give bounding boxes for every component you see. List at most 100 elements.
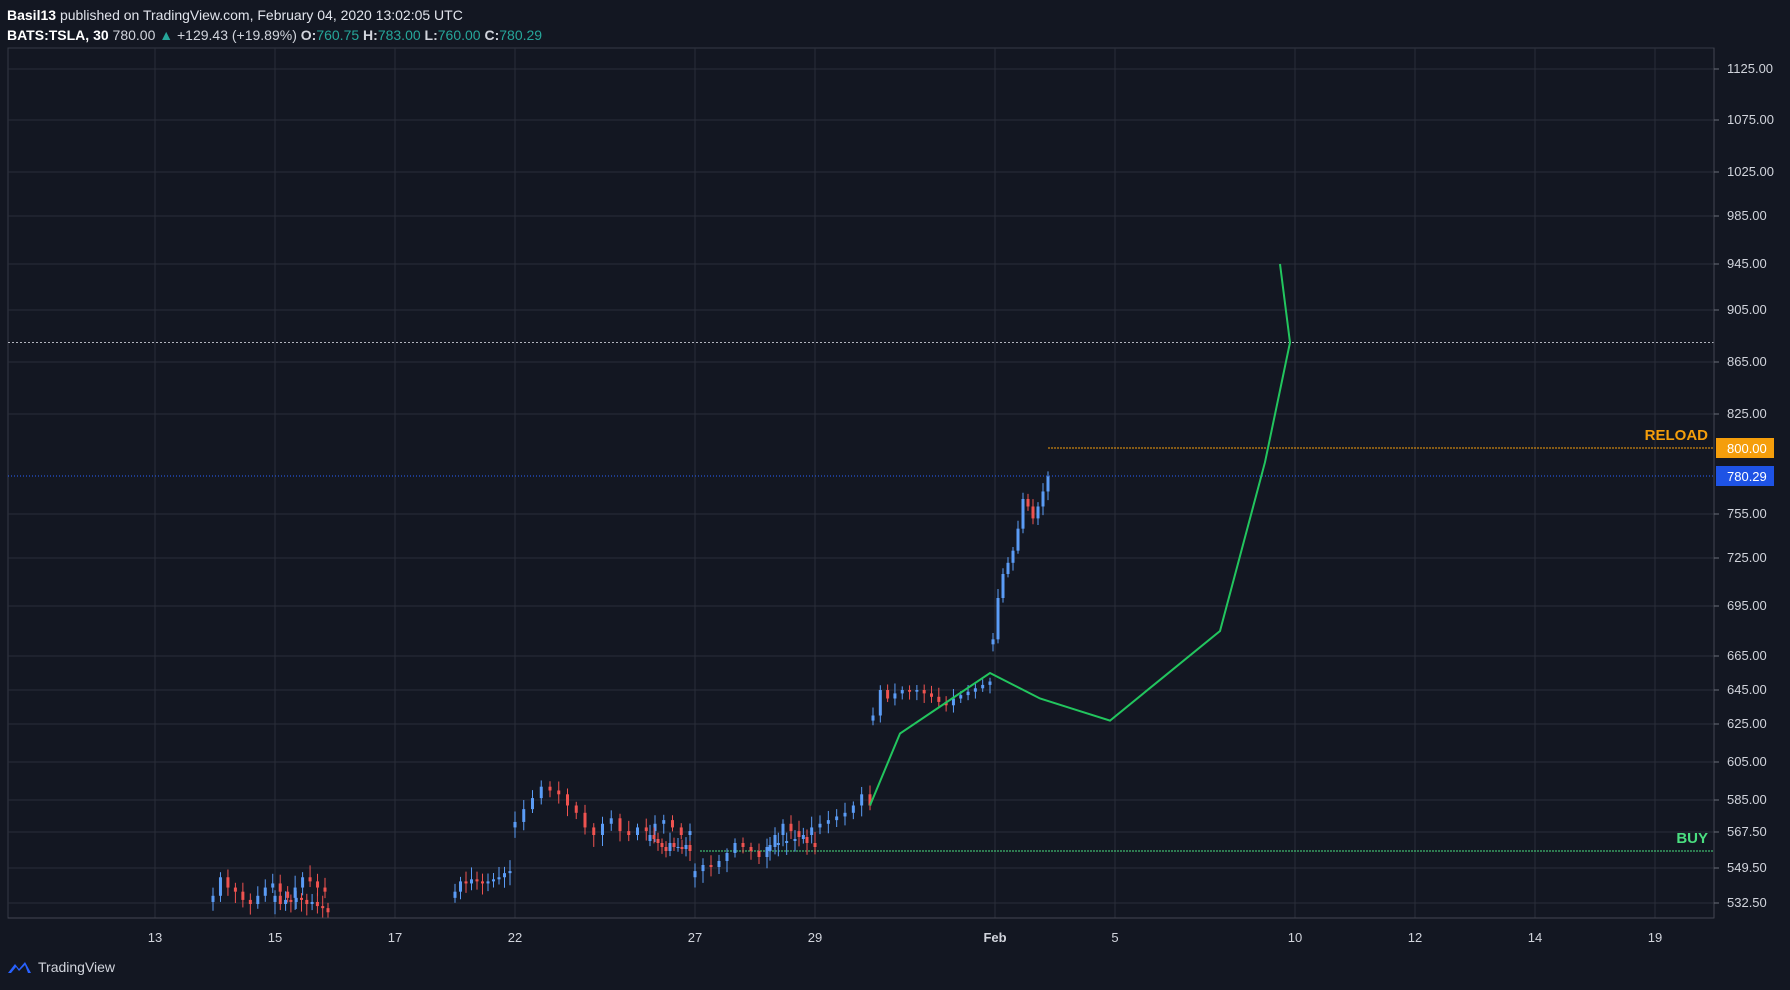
candle-body [256,895,260,905]
chart-grid [7,47,1715,919]
candle-body [531,798,534,810]
candle-body [886,690,890,699]
candle-body [248,899,252,905]
author-name[interactable]: Basil13 [7,7,57,23]
candle-body [310,901,314,905]
symbol-label[interactable]: BATS:TSLA, 30 [7,27,109,43]
close-value: 780.29 [499,27,543,43]
candle-body [810,827,814,835]
candle-body [481,881,484,884]
candle-body [618,818,622,832]
high-value: 783.00 [377,27,421,43]
candle-body [768,845,772,851]
candle-body [959,695,963,699]
candle-body [785,841,789,843]
candle-body [263,887,267,896]
brand-name: TradingView [38,959,116,975]
candle-body [323,887,327,892]
candle-body [813,843,817,847]
x-tick-label: 27 [688,930,702,945]
candle-body [211,895,215,902]
candle-body [609,818,613,824]
x-tick-label: Feb [983,930,1006,945]
y-tick-label: 755.00 [1727,506,1767,521]
candle-body [656,839,660,843]
y-tick-label: 985.00 [1727,208,1767,223]
candle-body [627,831,631,835]
candle-body [326,908,330,913]
candle-body [486,881,490,884]
candle-body [951,698,955,706]
last-price-label: 780.29 [1727,469,1767,484]
candle-body [278,883,282,892]
chart-header: Basil13 published on TradingView.com, Fe… [7,5,542,45]
candle-body [644,827,648,832]
candle-body [284,899,288,905]
candle-body [1021,498,1025,529]
candle-body [475,879,479,882]
x-tick-label: 14 [1528,930,1542,945]
candle-body [294,897,298,902]
candle-body [459,881,462,892]
candle-body [801,835,805,839]
last-price: 780.00 [112,27,156,43]
candle-body [991,639,995,645]
candle-body [1011,550,1015,563]
candle-body [709,865,713,867]
candle-body [741,843,745,847]
candle-body [878,690,882,716]
y-tick-label: 695.00 [1727,598,1767,613]
candle-body [278,895,282,905]
close-label: C: [484,27,500,43]
candle-body [843,812,847,817]
up-arrow-icon: ▲ [159,27,174,43]
candle-body [574,805,578,813]
candle-body [688,831,692,835]
y-tick-label: 645.00 [1727,682,1767,697]
candle-body [1026,498,1030,507]
candle-body [871,715,875,721]
candle-body [241,891,245,900]
candle-body [981,684,985,689]
last-price-tag [1716,466,1774,486]
candle-body [851,805,855,813]
y-tick-label: 567.50 [1727,824,1767,839]
x-tick-label: 22 [508,930,522,945]
x-tick-label: 10 [1288,930,1302,945]
x-tick-label: 29 [808,930,822,945]
candle-body [648,835,652,841]
y-tick-label: 1125.00 [1727,61,1773,76]
candle-body [492,879,495,882]
candle-body [818,823,822,828]
candle-body [679,827,683,835]
cloud-logo-icon [8,962,31,973]
high-label: H: [363,27,378,43]
publish-info: Basil13 published on TradingView.com, Fe… [7,5,542,25]
candle-body [725,853,729,861]
candle-body [636,827,639,835]
candle-body [497,877,501,880]
candle-body [508,871,512,874]
price-axis[interactable]: 1125.00 1075.00 1025.00 985.00 945.00 905.00 8… [1713,48,1774,918]
candle-body [652,835,656,839]
candle-body [453,891,457,898]
time-axis[interactable]: 13 15 17 22 27 29 Feb 5 10 12 14 19 [8,917,1714,945]
candle-body [1016,528,1020,551]
candle-body [566,794,569,806]
projection-curve [869,263,1292,806]
low-label: L: [424,27,438,43]
y-tick-label: 865.00 [1727,354,1767,369]
candle-body [930,693,933,697]
candle-body [271,883,275,888]
candle-body [1031,506,1035,519]
candle-body [273,895,277,902]
tradingview-logo[interactable]: TradingView [6,959,115,975]
y-tick-label: 625.00 [1727,716,1767,731]
candle-body [776,843,780,845]
candle-body [671,820,674,828]
candle-body [733,843,737,853]
x-tick-label: 12 [1408,930,1422,945]
candle-body [749,847,753,851]
candle-body [226,877,230,888]
